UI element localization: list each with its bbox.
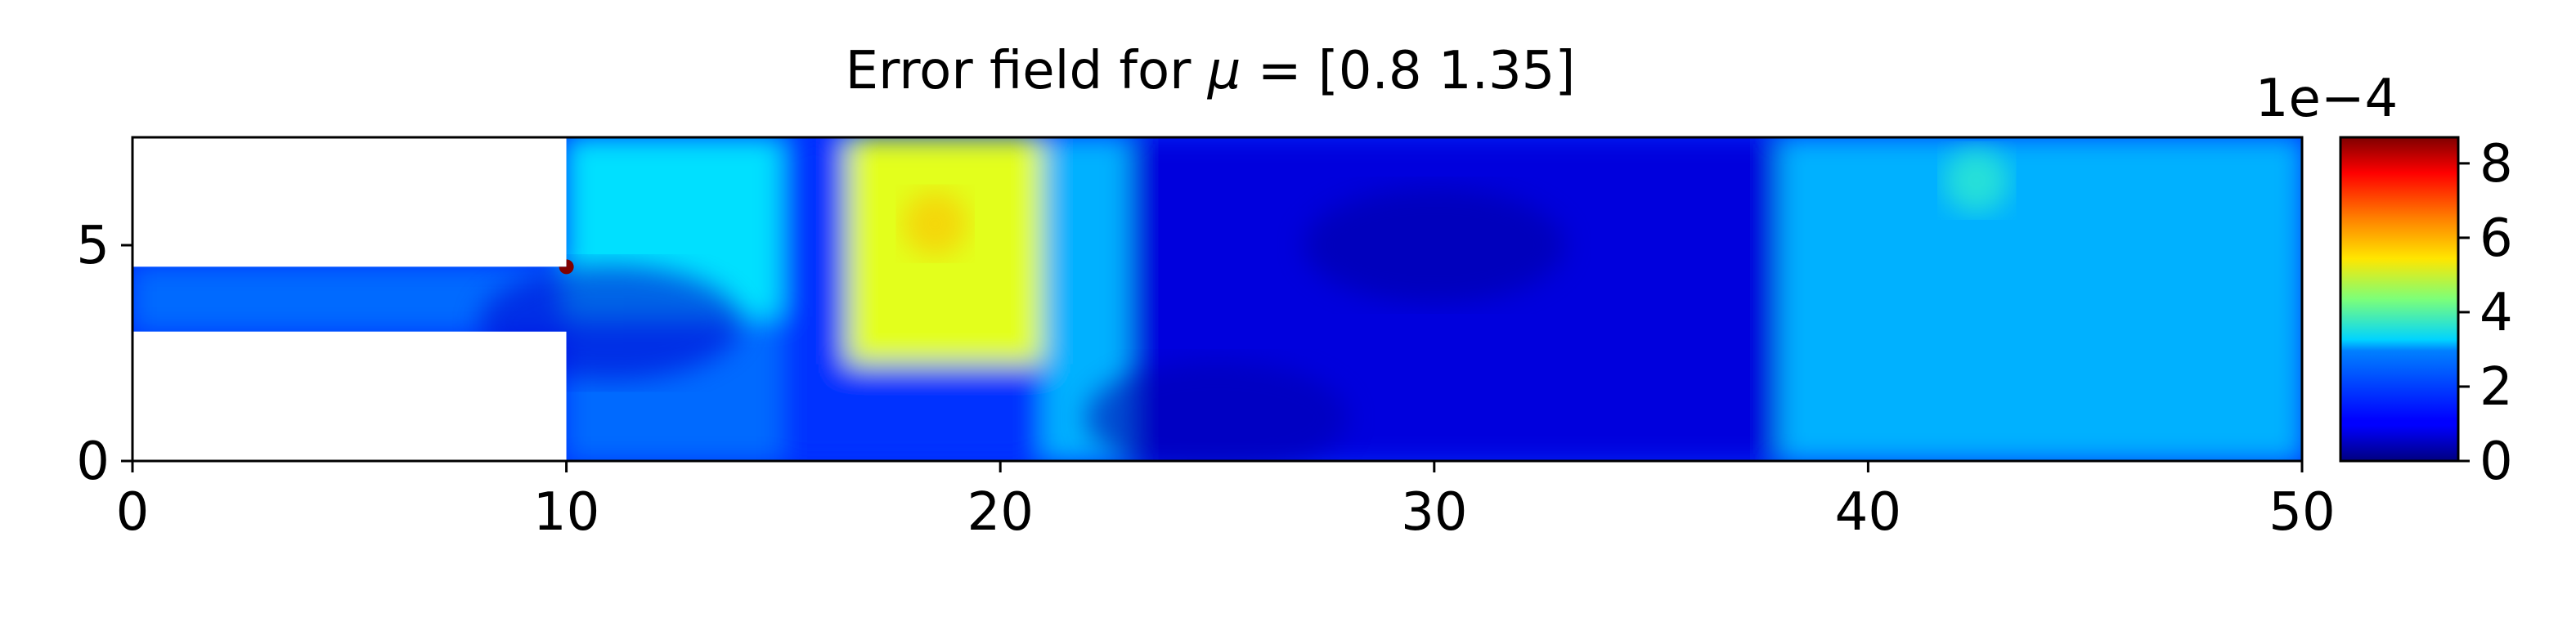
hot-spot-2 [902,190,968,257]
chart-title-suffix: = [0.8 1.35] [1241,41,1575,101]
error-field [132,137,2302,461]
y-tick-label: 5 [76,216,110,276]
colorbar-tick-label: 8 [2480,134,2513,195]
y-tick-label: 0 [76,432,110,492]
cold-spot-2 [1086,360,1349,461]
chart-title: Error field for μ = [0.8 1.35] [846,41,1576,101]
colorbar-tick-label: 6 [2480,208,2513,269]
colorbar-offset-label: 1e−4 [2255,69,2398,129]
x-tick-label: 40 [1835,482,1901,543]
x-tick-label: 50 [2269,482,2335,543]
error-region-4 [781,137,850,461]
x-tick-label: 30 [1401,482,1467,543]
colorbar [2339,136,2460,463]
chart-title-mu: μ [1207,41,1241,101]
error-regions [132,137,2302,461]
axes-frame [131,136,2304,463]
error-region-9 [1779,137,2302,461]
colorbar-tick-label: 4 [2480,283,2513,343]
cold-spot-3 [478,266,741,381]
x-tick-label: 20 [967,482,1033,543]
x-tick-label: 0 [116,482,150,543]
colorbar-tick-label: 0 [2480,432,2513,492]
x-axis: 0 10 20 30 40 50 [116,461,2336,543]
error-spots [478,147,2010,461]
hot-spot-3 [1944,147,2010,213]
y-axis: 05 [76,216,132,492]
cold-spot-1 [1303,188,1565,302]
x-tick-label: 10 [533,482,599,543]
colorbar-ticks: 0 2 4 6 8 [2458,134,2513,492]
colorbar-tick-label: 2 [2480,357,2513,418]
chart-title-prefix: Error field for [846,41,1208,101]
hot-spot-1 [559,259,574,275]
error-region-6 [846,364,1046,461]
